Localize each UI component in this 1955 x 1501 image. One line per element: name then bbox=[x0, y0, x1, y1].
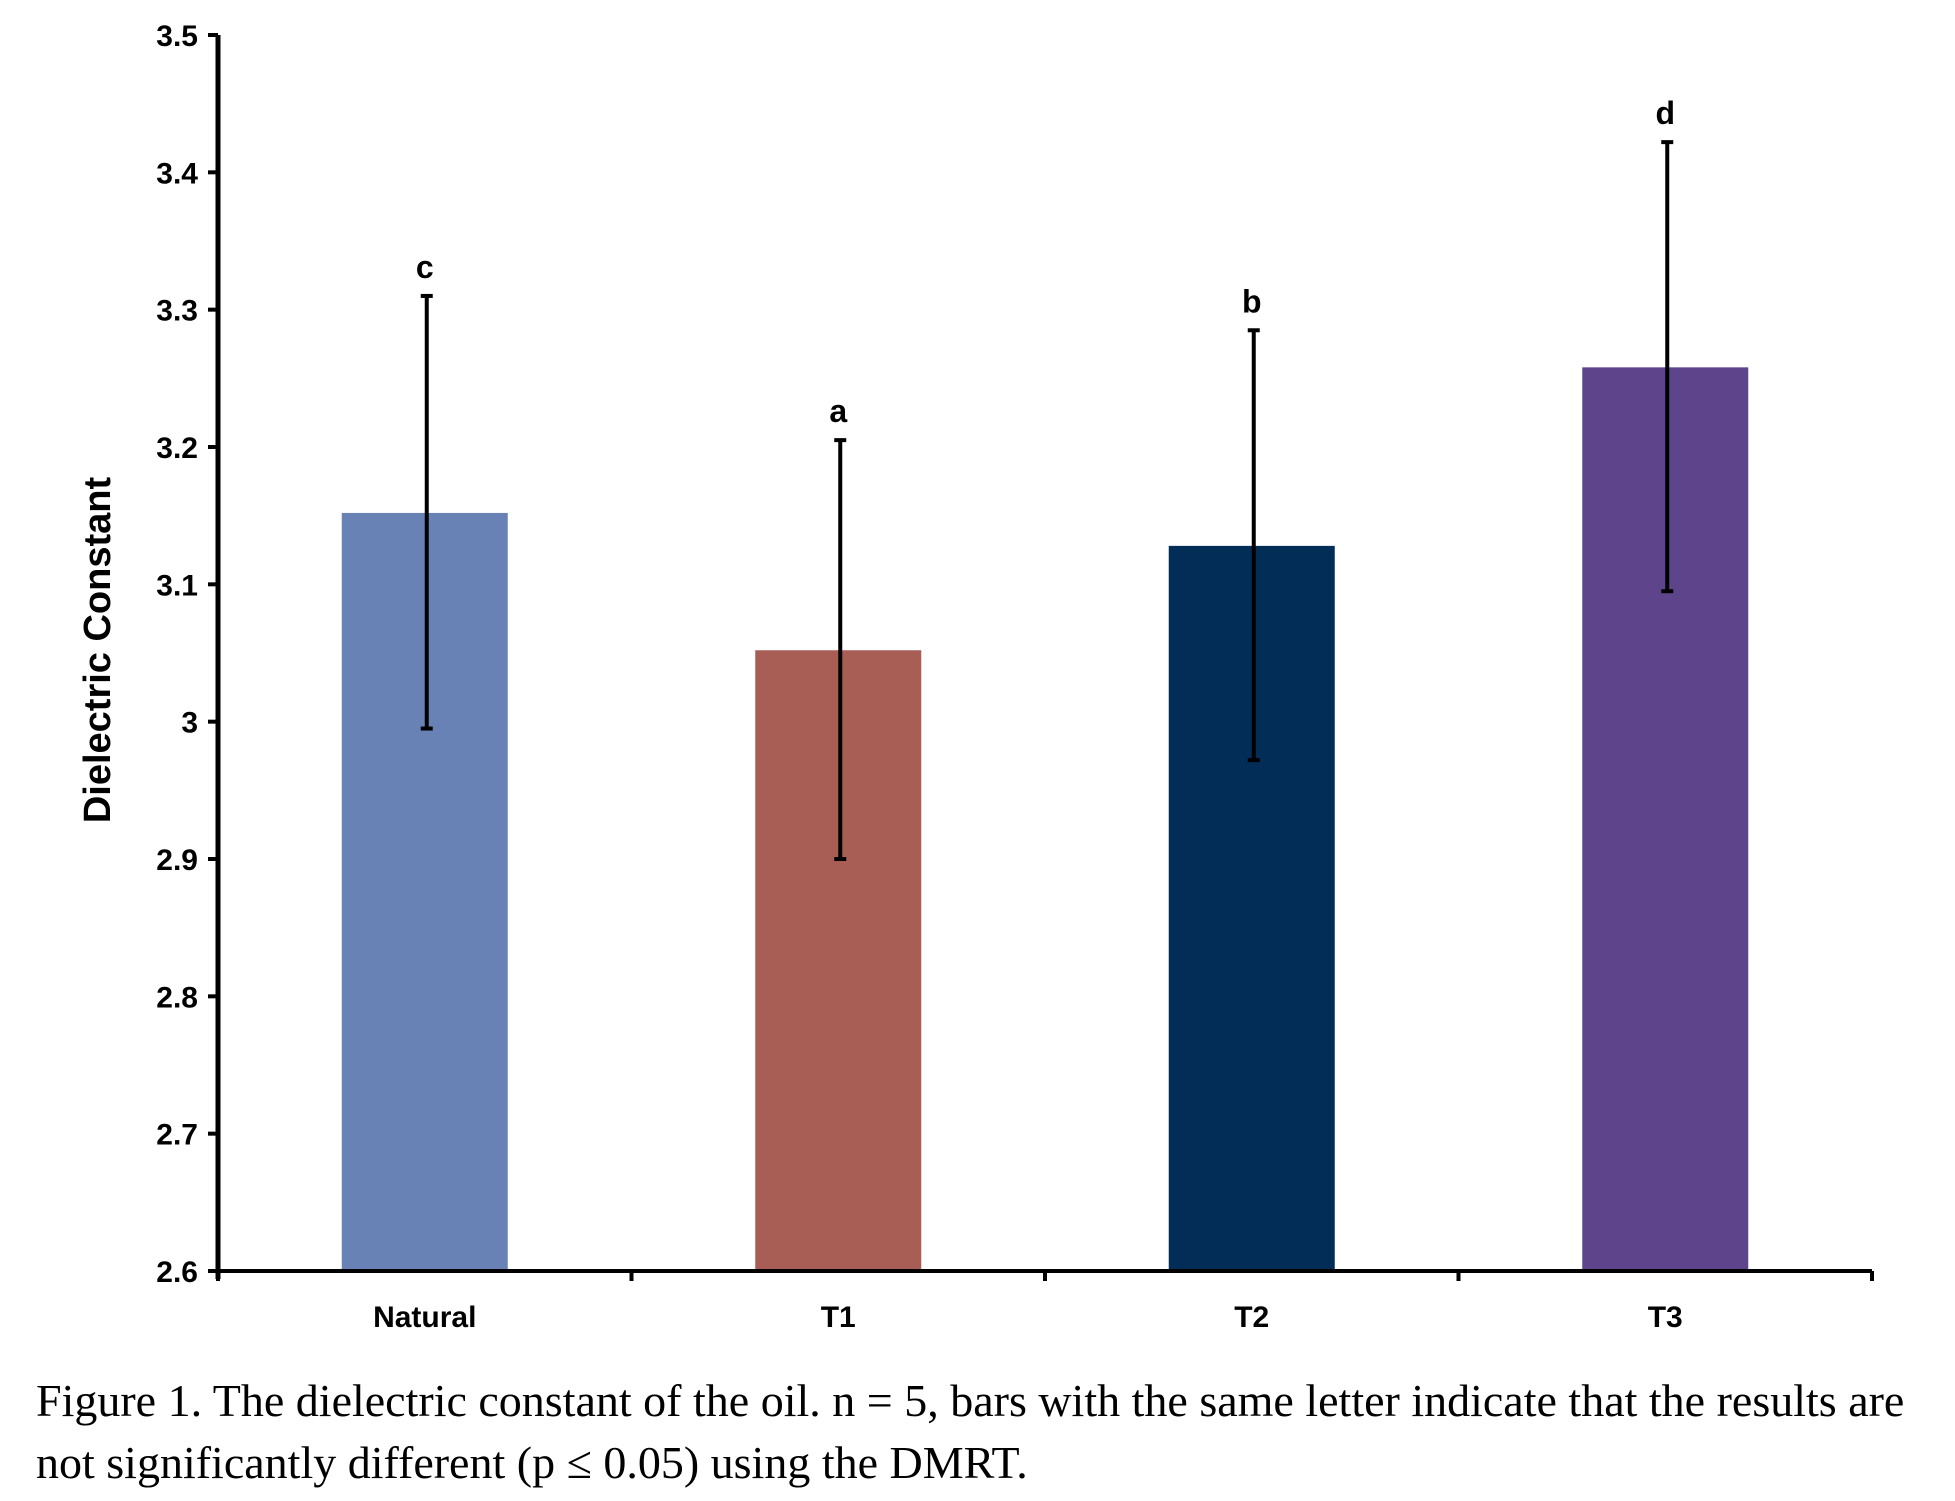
y-tick-label: 3 bbox=[181, 707, 198, 740]
y-tick-label: 3.3 bbox=[156, 295, 198, 328]
y-tick-label: 3.4 bbox=[156, 157, 198, 190]
axes-group bbox=[208, 33, 1874, 1281]
y-tick-label: 2.9 bbox=[156, 844, 198, 877]
significance-letter-t1: a bbox=[829, 393, 847, 429]
figure-caption: Figure 1. The dielectric constant of the… bbox=[36, 1375, 1905, 1488]
significance-letter-natural: c bbox=[416, 249, 434, 285]
y-tick-label: 3.5 bbox=[156, 20, 198, 53]
x-tick-label-natural: Natural bbox=[373, 1301, 476, 1334]
y-axis-title: Dielectric Constant bbox=[77, 477, 119, 824]
x-tick-label-t1: T1 bbox=[821, 1301, 856, 1334]
bar-chart: c Natural a T1 b T2 d T3 2.6 2.7 2.8 2.9 3 3.1 3.2 3.3 3… bbox=[77, 20, 1874, 1334]
significance-letter-t3: d bbox=[1655, 95, 1675, 131]
x-tick-label-t3: T3 bbox=[1648, 1301, 1683, 1334]
x-tick-label-t2: T2 bbox=[1234, 1301, 1269, 1334]
labels-group: c Natural a T1 b T2 d T3 2.6 2.7 2.8 2.9 3 3.1 3.2 3.3 3… bbox=[156, 20, 1682, 1334]
error-bars-group bbox=[420, 140, 1674, 861]
bars-group bbox=[341, 367, 1749, 1271]
significance-letter-t2: b bbox=[1242, 283, 1262, 319]
y-tick-label: 3.2 bbox=[156, 432, 198, 465]
y-tick-label: 2.7 bbox=[156, 1119, 198, 1152]
y-tick-label: 3.1 bbox=[156, 569, 198, 602]
y-tick-label: 2.8 bbox=[156, 981, 198, 1014]
y-tick-label: 2.6 bbox=[156, 1256, 198, 1289]
